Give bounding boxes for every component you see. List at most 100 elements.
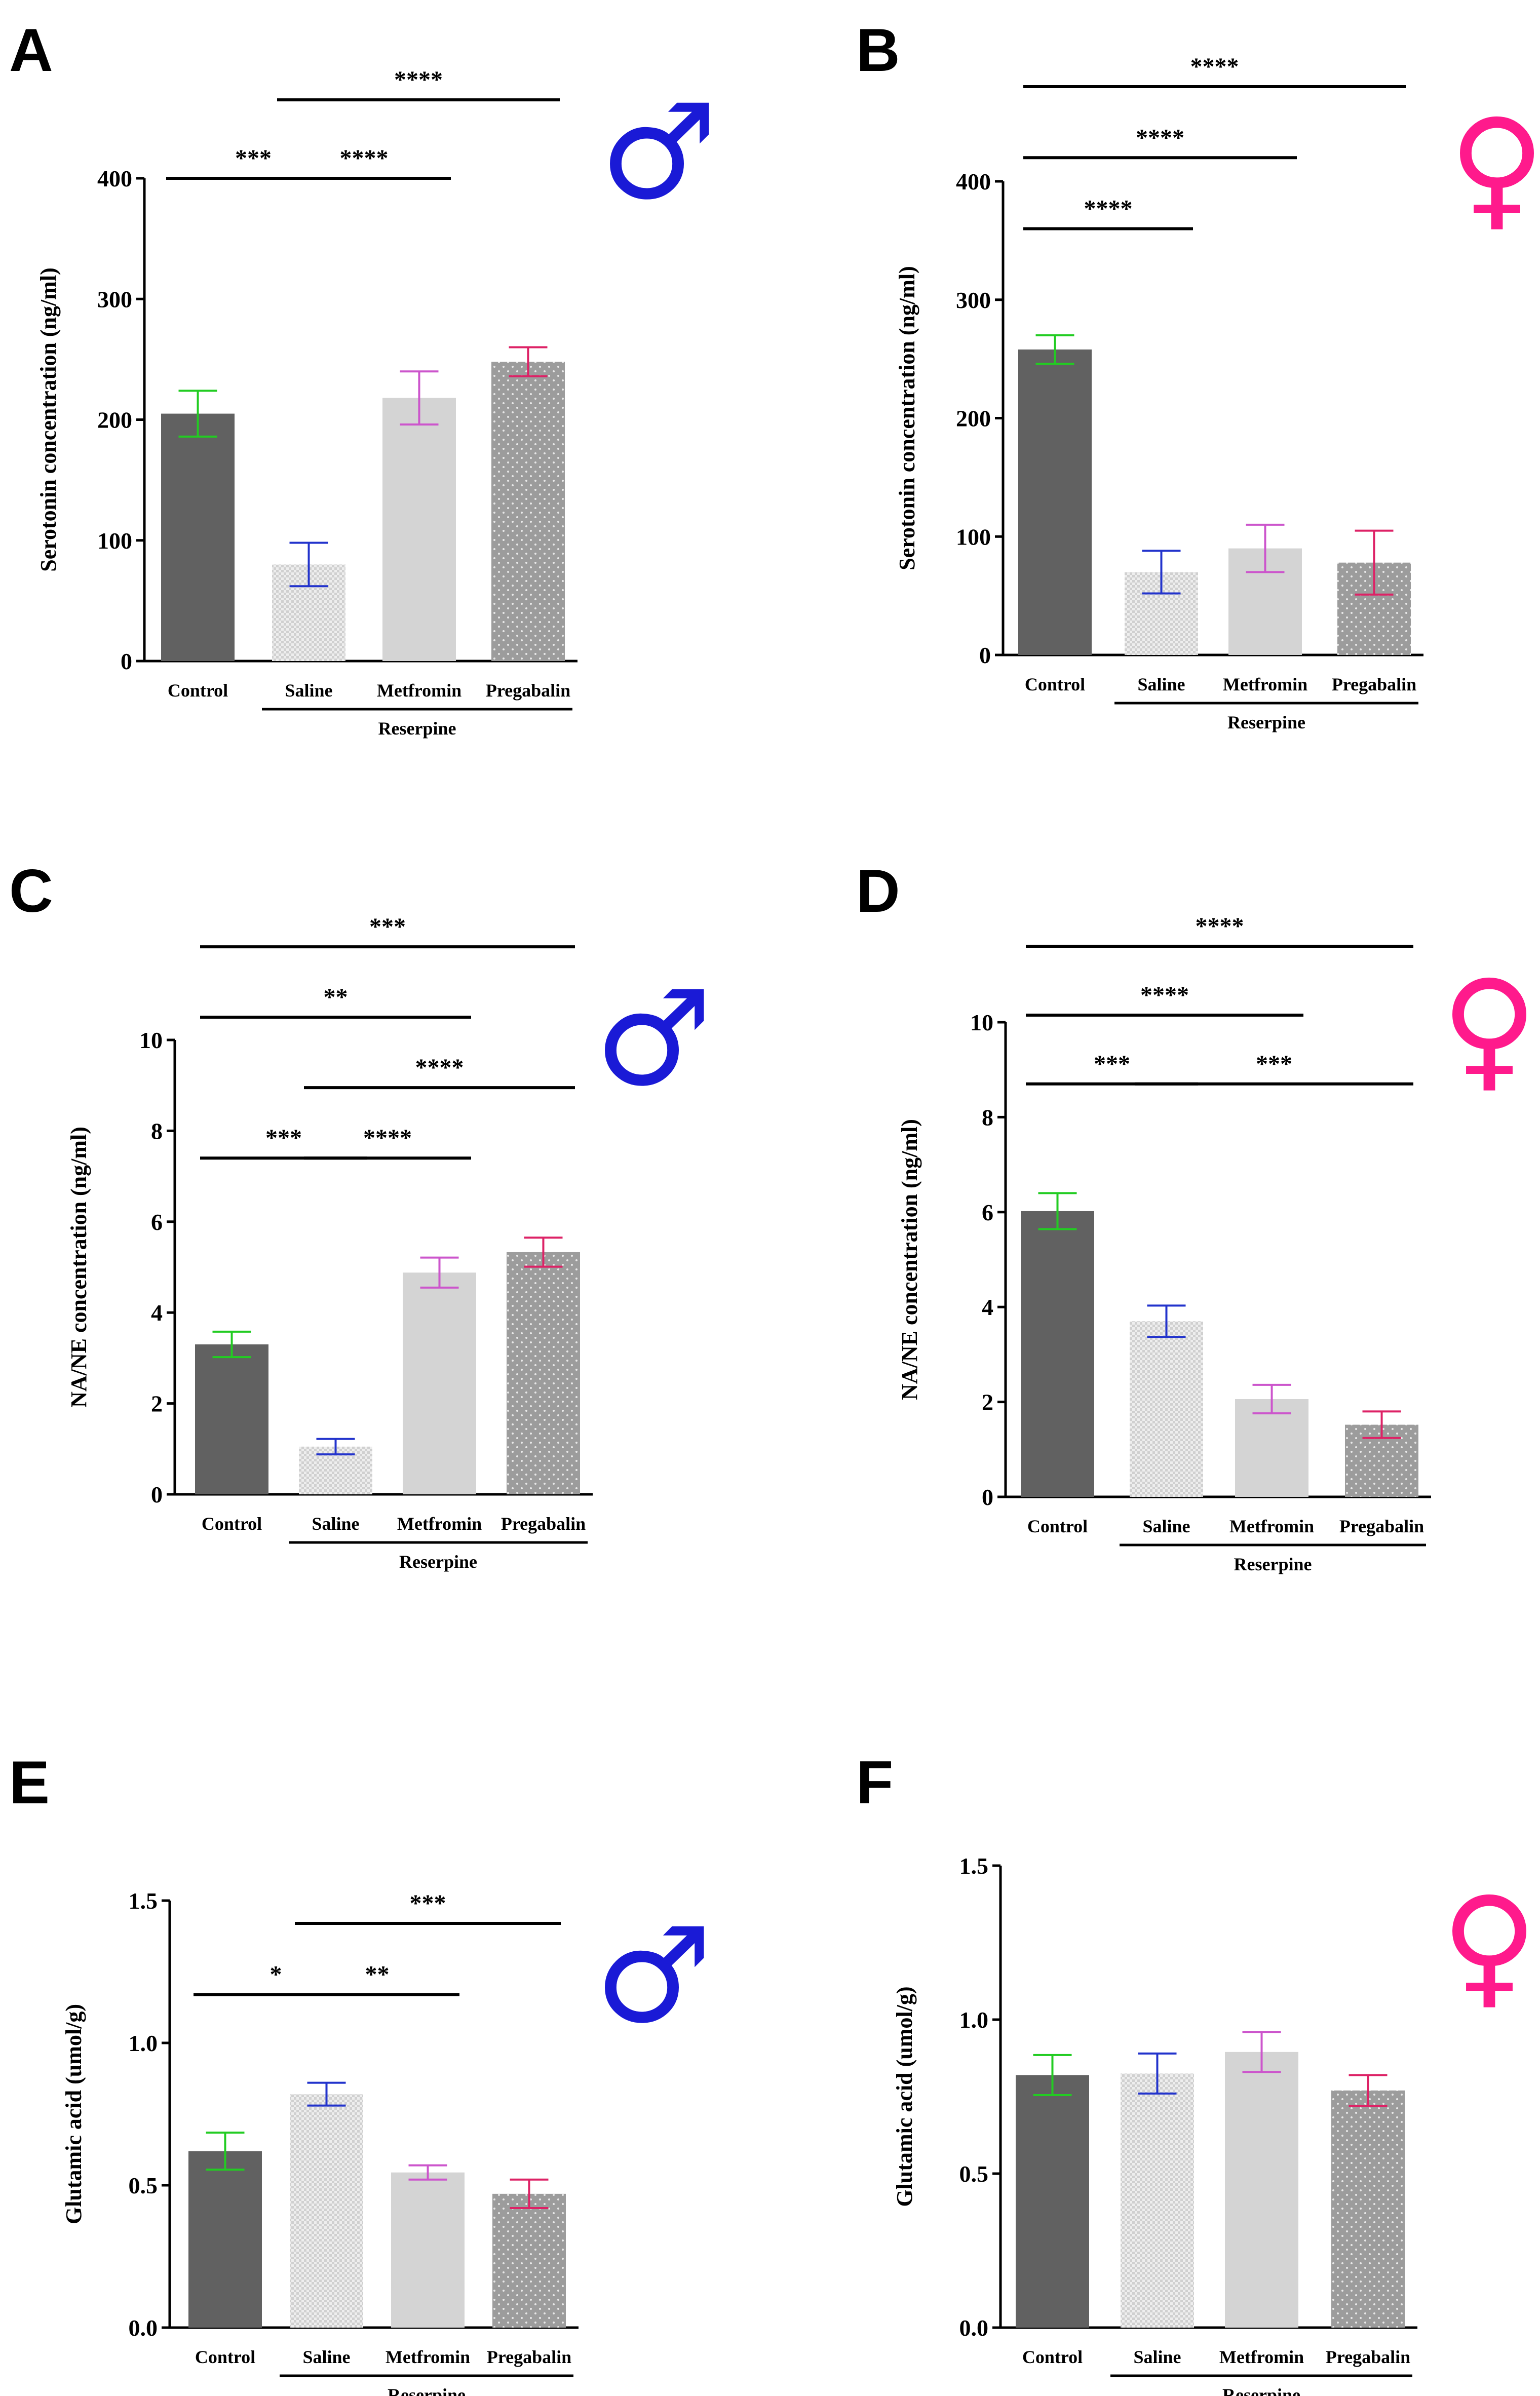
- y-tick-label: 100: [956, 524, 991, 550]
- group-label: Reserpine: [1227, 712, 1305, 732]
- category-label-metformin: Metfromin: [1229, 1516, 1314, 1536]
- y-tick-label: 0.0: [959, 2315, 989, 2341]
- y-tick-label: 2: [151, 1391, 163, 1417]
- y-tick-label: 1.0: [129, 2030, 158, 2056]
- category-label-control: Control: [202, 1514, 262, 1534]
- y-tick-label: 1.0: [959, 2007, 989, 2033]
- significance-label: ***: [410, 1890, 446, 1917]
- y-axis-label: NA/NE concentration (ng/ml): [66, 1127, 91, 1408]
- significance-label: **: [365, 1961, 390, 1988]
- panel-f: F ♀ 0.0 0.5 1.0 1.5 Glutamic acid (umol/g) Cont…: [856, 1749, 1537, 2396]
- significance-label: ****: [340, 145, 389, 172]
- y-tick-label: 300: [97, 286, 132, 312]
- male-symbol-icon: ♂: [594, 1900, 712, 2053]
- y-tick-label: 400: [97, 166, 132, 191]
- category-label-control: Control: [195, 2347, 255, 2367]
- y-axis-label: Serotonin concentration (ng/ml): [36, 267, 61, 572]
- category-label-saline: Saline: [1133, 2347, 1181, 2367]
- bar-pregabalin: [507, 1252, 580, 1494]
- male-symbol-icon: ♂: [594, 962, 712, 1115]
- y-tick-label: 10: [970, 1010, 993, 1035]
- y-tick-label: 4: [982, 1294, 993, 1320]
- panel-a: A ♂ 0 100 200 300 400 Serotonin concentration (…: [9, 16, 718, 739]
- category-label-pregabalin: Pregabalin: [487, 2347, 571, 2367]
- y-tick-label: 0: [982, 1484, 993, 1510]
- y-tick-label: 300: [956, 287, 991, 313]
- bar-pregabalin: [492, 2193, 566, 2328]
- male-symbol-icon: ♂: [599, 76, 717, 229]
- group-label: Reserpine: [388, 2385, 466, 2396]
- significance-label: *: [270, 1961, 282, 1988]
- significance-label: ***: [369, 913, 406, 940]
- category-label-metformin: Metfromin: [1219, 2347, 1304, 2367]
- significance-label: ***: [235, 145, 272, 172]
- y-axis-label: Glutamic acid (umol/g): [61, 2004, 86, 2224]
- y-tick-label: 6: [151, 1209, 163, 1235]
- panel-c: C ♂ 0 2 4 6 8 10 NA/NE concentration (ng/ml) Cont…: [9, 857, 713, 1572]
- y-tick-label: 0.5: [129, 2173, 158, 2198]
- y-tick-label: 400: [956, 169, 991, 195]
- bar-control: [161, 413, 235, 661]
- panel-b: B ♀ 0 100 200 300 400 Serotonin concentration (…: [856, 16, 1540, 732]
- bar-metformin: [1225, 2052, 1298, 2328]
- bar-metformin: [1235, 1399, 1308, 1497]
- category-label-metformin: Metfromin: [386, 2347, 470, 2367]
- bar-metformin: [382, 398, 456, 661]
- category-label-pregabalin: Pregabalin: [1326, 2347, 1410, 2367]
- significance-label: ****: [394, 66, 443, 93]
- category-label-control: Control: [1025, 674, 1085, 694]
- significance-label: ****: [1136, 124, 1184, 151]
- category-label-saline: Saline: [1142, 1516, 1190, 1536]
- panel-letter: A: [9, 16, 53, 84]
- bar-saline: [1121, 2073, 1194, 2328]
- y-tick-label: 2: [982, 1389, 993, 1415]
- female-symbol-icon: ♀: [1441, 1869, 1537, 2022]
- y-tick-label: 6: [982, 1200, 993, 1225]
- category-label-control: Control: [1027, 1516, 1088, 1536]
- category-label-saline: Saline: [285, 680, 332, 701]
- category-label-saline: Saline: [1137, 674, 1185, 694]
- y-tick-label: 200: [956, 406, 991, 432]
- female-symbol-icon: ♀: [1441, 952, 1537, 1105]
- category-label-saline: Saline: [302, 2347, 350, 2367]
- significance-label: ***: [265, 1125, 302, 1151]
- significance-label: ****: [1190, 53, 1239, 80]
- group-label: Reserpine: [1234, 1554, 1312, 1574]
- category-label-control: Control: [168, 680, 228, 701]
- y-tick-label: 0.0: [129, 2315, 158, 2341]
- significance-label: **: [324, 984, 348, 1011]
- significance-label: ****: [363, 1125, 412, 1151]
- bar-metformin: [391, 2172, 465, 2328]
- female-symbol-icon: ♀: [1449, 91, 1540, 244]
- y-tick-label: 200: [97, 407, 132, 433]
- y-tick-label: 10: [139, 1027, 163, 1053]
- y-axis-label: Serotonin concentration (ng/ml): [895, 266, 919, 570]
- y-tick-label: 1.5: [129, 1888, 158, 1914]
- y-tick-label: 1.5: [959, 1853, 989, 1879]
- y-tick-label: 8: [151, 1118, 163, 1144]
- bar-pregabalin: [491, 362, 565, 661]
- bar-control: [1021, 1211, 1094, 1497]
- group-label: Reserpine: [1222, 2385, 1300, 2396]
- y-tick-label: 100: [97, 528, 132, 554]
- panel-letter: D: [856, 857, 900, 925]
- significance-label: ****: [1196, 913, 1244, 940]
- y-tick-label: 0: [979, 642, 991, 668]
- panel-letter: C: [9, 857, 53, 925]
- y-tick-label: 4: [151, 1300, 163, 1326]
- category-label-saline: Saline: [312, 1514, 359, 1534]
- significance-label: ****: [415, 1054, 464, 1081]
- bar-saline: [290, 2094, 363, 2328]
- category-label-metformin: Metfromin: [1223, 674, 1307, 694]
- category-label-metformin: Metfromin: [397, 1514, 482, 1534]
- bar-control: [1018, 349, 1092, 655]
- panel-letter: F: [856, 1749, 893, 1817]
- y-axis-label: NA/NE concentration (ng/ml): [897, 1119, 922, 1400]
- bar-saline: [1130, 1321, 1203, 1497]
- y-axis-label: Glutamic acid (umol/g): [892, 1986, 917, 2207]
- bar-control: [195, 1344, 268, 1494]
- category-label-pregabalin: Pregabalin: [486, 680, 570, 701]
- significance-label: ***: [1256, 1051, 1292, 1077]
- significance-label: ***: [1094, 1051, 1130, 1077]
